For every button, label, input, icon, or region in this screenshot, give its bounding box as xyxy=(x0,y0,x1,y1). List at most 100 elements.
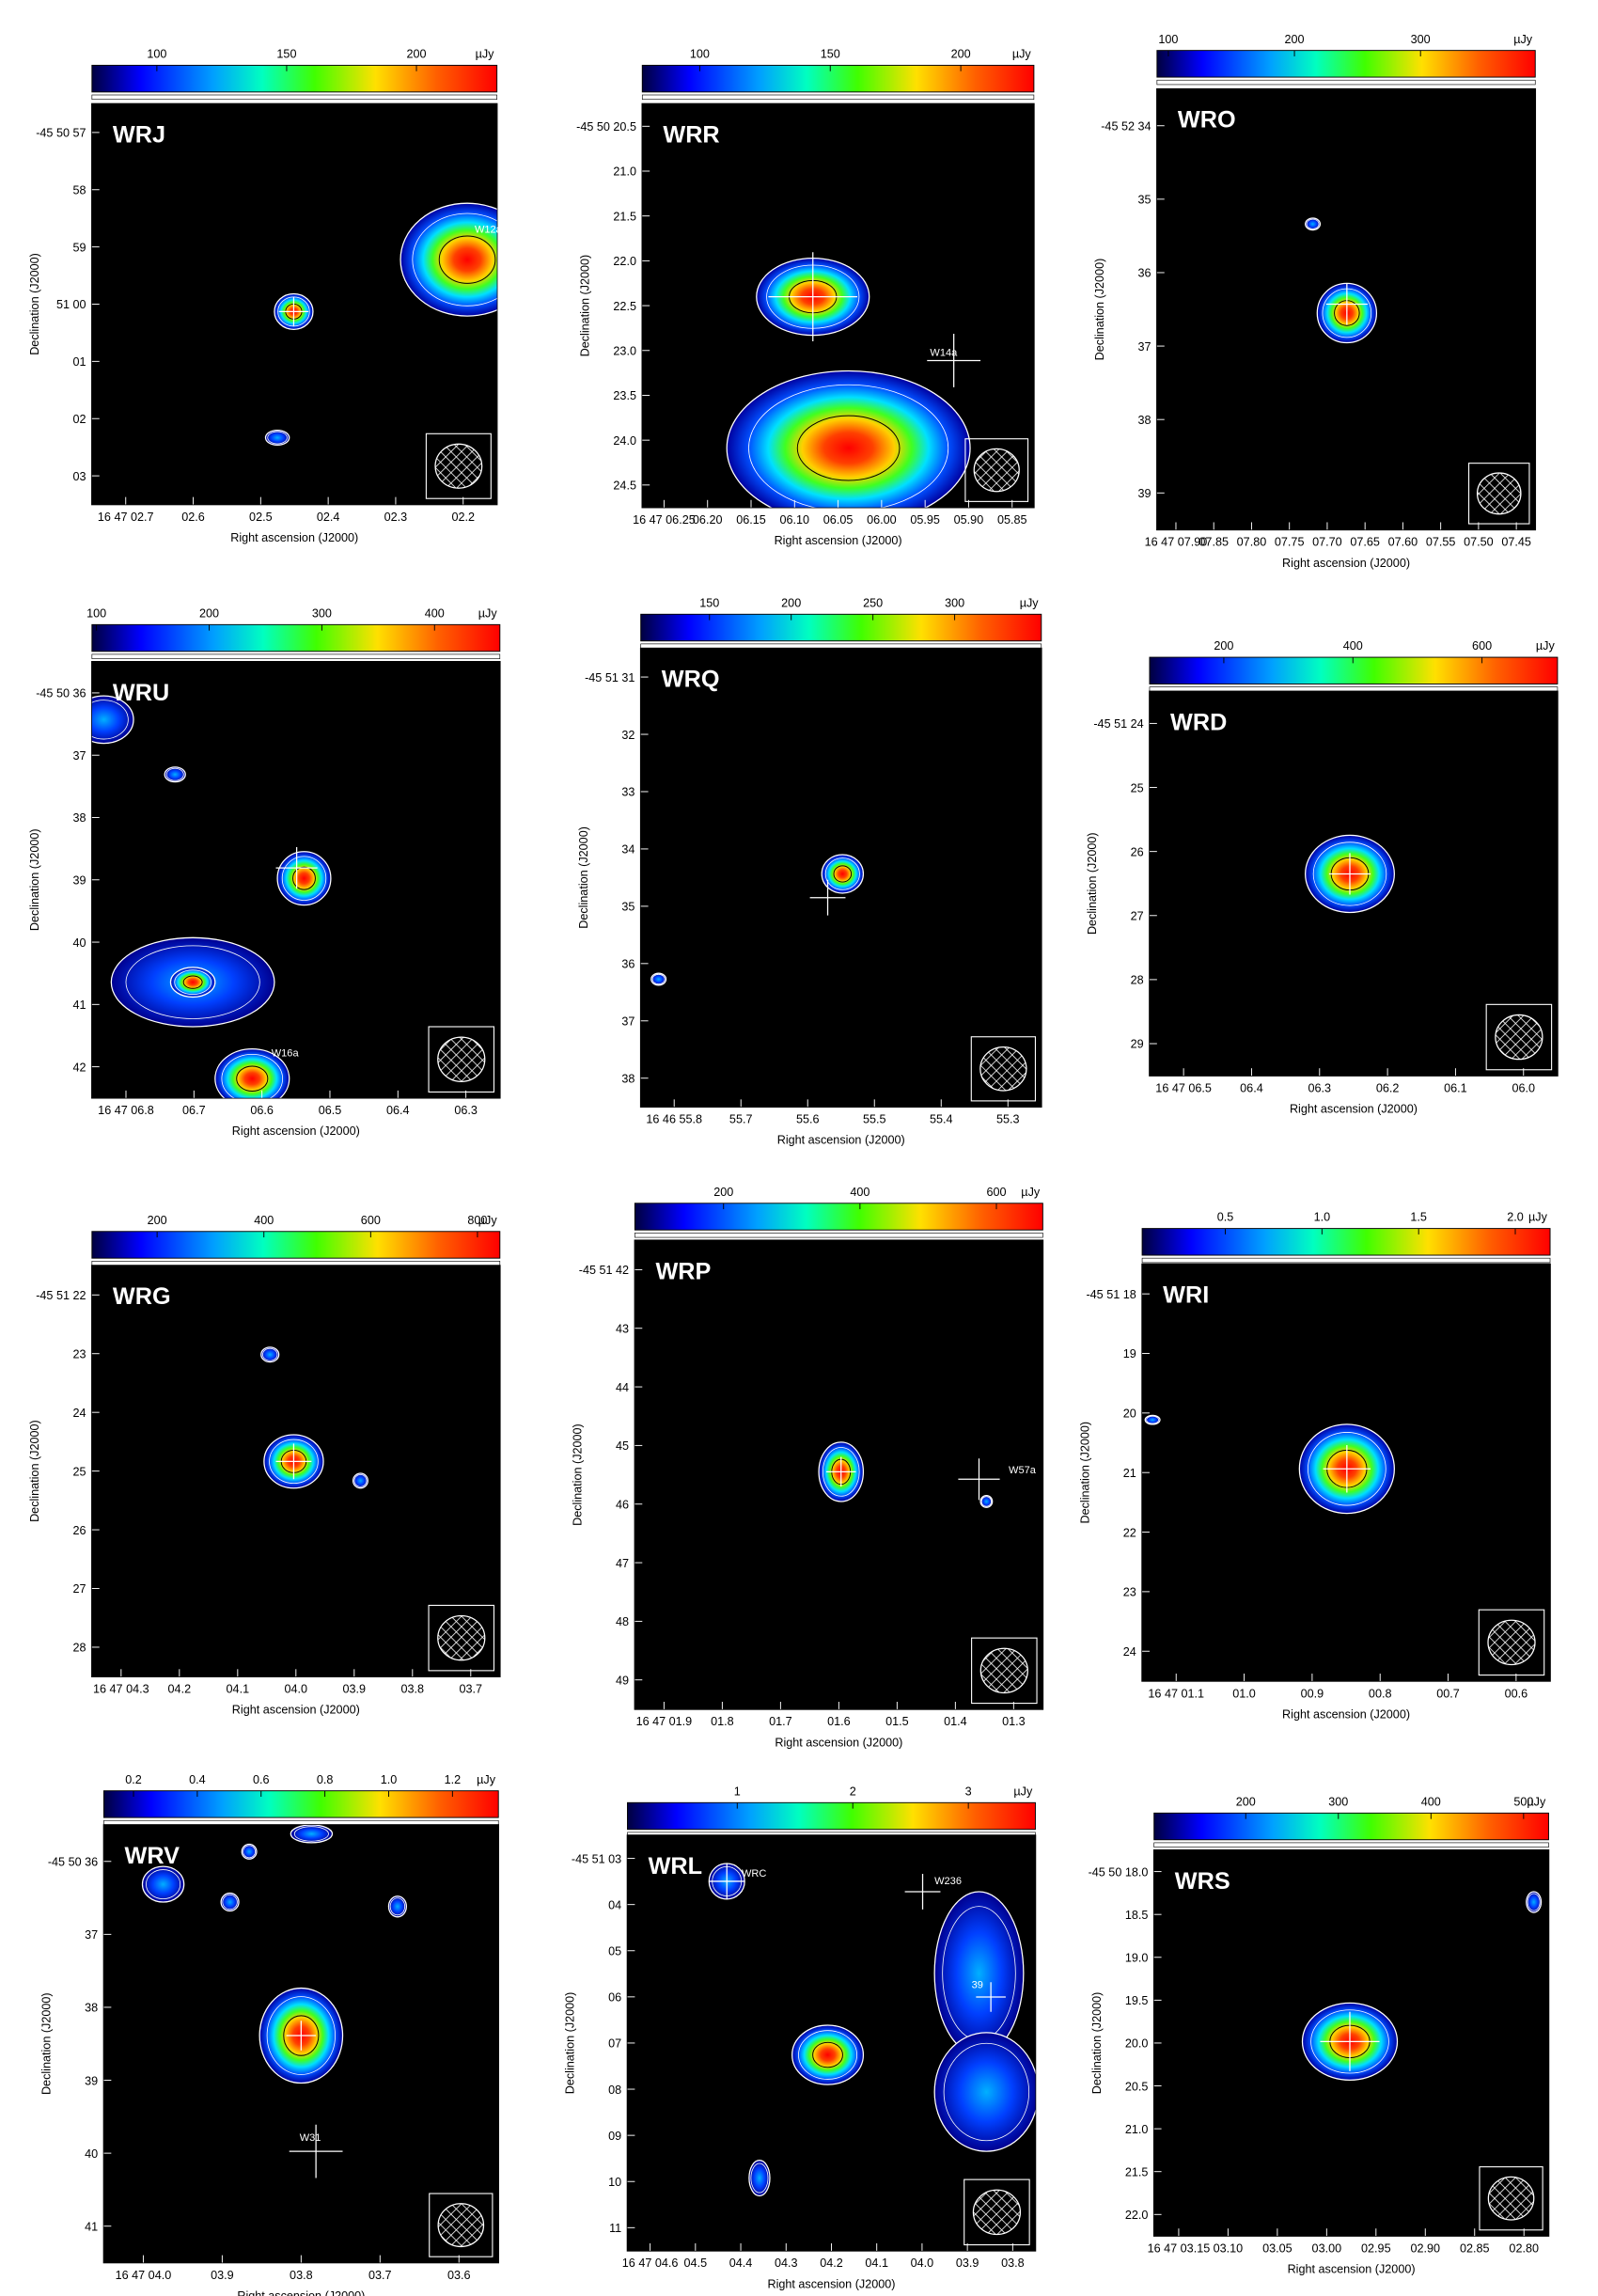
x-tick-label: 00.9 xyxy=(1301,1687,1324,1700)
y-tick-label: 23.5 xyxy=(613,389,636,402)
y-tick-label: 24.5 xyxy=(613,480,636,493)
y-tick-label: 36 xyxy=(1138,267,1152,280)
colorbar-tick-label: 100 xyxy=(690,48,710,61)
emission-blob xyxy=(242,1844,257,1860)
contour xyxy=(387,1895,408,1918)
colorbar-tick-label: 0.6 xyxy=(253,1773,270,1786)
x-tick-label: 16 47 01.1 xyxy=(1148,1687,1204,1700)
colorbar-tick-label: 150 xyxy=(276,48,296,61)
emission-blob xyxy=(934,2032,1036,2152)
contour xyxy=(110,936,275,1028)
x-tick-label: 16 46 55.8 xyxy=(646,1113,702,1126)
y-tick-label: 11 xyxy=(609,2222,621,2235)
colorbar-tick-label: 200 xyxy=(148,1214,167,1227)
x-axis-label: Right ascension (J2000) xyxy=(237,2289,365,2296)
y-tick-label: 47 xyxy=(616,1557,629,1570)
y-tick-label: 20 xyxy=(1123,1407,1136,1421)
map-panel: 100 150 200 µJy W14a WRR -45 50 20.5 21.0 21.5 22… xyxy=(576,48,1035,547)
beam-box xyxy=(964,2178,1030,2246)
x-tick-label: 06.3 xyxy=(454,1104,478,1117)
colorbar xyxy=(91,623,501,653)
contour xyxy=(1308,1432,1386,1506)
colorbar-tick-label: 100 xyxy=(1158,33,1178,46)
y-axis-label: Declination (J2000) xyxy=(577,826,590,929)
x-tick-label: 16 47 01.9 xyxy=(636,1715,693,1728)
contour xyxy=(1305,217,1322,231)
y-tick-label: 18.5 xyxy=(1125,1909,1149,1922)
panel-title: WRO xyxy=(1178,107,1236,134)
beam xyxy=(973,448,1020,493)
x-axis-label: Right ascension (J2000) xyxy=(1288,2263,1416,2276)
y-tick-label: 39 xyxy=(72,874,86,888)
y-tick-label: 35 xyxy=(621,901,634,914)
x-tick-label: 07.80 xyxy=(1237,536,1267,549)
y-tick-label: 38 xyxy=(72,811,86,825)
contour xyxy=(1301,2002,1399,2082)
colorbar-tick-label: 500 xyxy=(1513,1795,1533,1808)
contour xyxy=(91,695,134,745)
x-tick-label: 16 47 04.6 xyxy=(622,2257,679,2270)
contour xyxy=(290,1824,334,1844)
x-tick-label: 55.5 xyxy=(863,1113,886,1126)
colorbar-separator xyxy=(634,1233,1043,1238)
y-tick-label: 21 xyxy=(1123,1467,1136,1480)
colorbar xyxy=(91,1231,501,1259)
y-tick-label: 39 xyxy=(85,2074,98,2087)
colorbar-separator xyxy=(91,94,497,101)
emission-blob xyxy=(791,2025,864,2085)
colorbar-tick-label: 300 xyxy=(312,606,332,620)
colorbar-unit: µJy xyxy=(478,1214,498,1227)
emission-blob xyxy=(1145,1415,1161,1424)
y-tick-label: 22.0 xyxy=(1125,2209,1149,2222)
colorbar-tick-label: 200 xyxy=(951,48,971,61)
colorbar-tick-label: 1 xyxy=(734,1785,741,1798)
colorbar-tick-label: 250 xyxy=(863,596,883,609)
contour xyxy=(1527,1893,1541,1911)
x-tick-label: 04.5 xyxy=(684,2257,708,2270)
y-tick-label: 35 xyxy=(1138,194,1152,207)
emission-blob xyxy=(388,1895,407,1917)
y-tick-label: 02 xyxy=(72,413,86,426)
emission-blob xyxy=(822,854,864,893)
contour xyxy=(750,2162,769,2194)
contour xyxy=(1306,218,1320,229)
contour xyxy=(169,967,216,999)
contour xyxy=(293,1826,329,1842)
colorbar-unit: µJy xyxy=(478,606,498,620)
y-tick-label: 37 xyxy=(85,1928,98,1942)
beam-box xyxy=(428,1026,495,1093)
contour xyxy=(276,851,332,906)
y-tick-label: 21.5 xyxy=(613,210,636,223)
position-cross xyxy=(927,334,981,387)
x-axis-label: Right ascension (J2000) xyxy=(767,2277,895,2290)
position-cross xyxy=(275,847,318,889)
colorbar xyxy=(1149,656,1559,684)
beam xyxy=(434,443,483,489)
beam xyxy=(979,1647,1028,1694)
x-tick-label: 06.4 xyxy=(1240,1081,1263,1094)
annotation: 39 xyxy=(972,1980,983,1991)
position-cross xyxy=(1328,853,1371,895)
x-tick-label: 06.15 xyxy=(736,513,766,527)
colorbar-tick-label: 400 xyxy=(425,606,445,620)
annotation: W31 xyxy=(300,2132,321,2144)
panel-title: WRU xyxy=(113,680,169,706)
y-axis-label: Declination (J2000) xyxy=(1090,1992,1104,2095)
map-content xyxy=(1305,217,1378,344)
y-tick-label: 21.5 xyxy=(1125,2165,1149,2178)
y-tick-label: 21.0 xyxy=(1125,2123,1149,2136)
contour xyxy=(264,429,290,447)
colorbar-unit: µJy xyxy=(1528,1211,1548,1224)
panel-title: WRP xyxy=(655,1258,711,1284)
contour xyxy=(262,1347,278,1361)
y-tick-label: -45 51 24 xyxy=(1093,717,1143,731)
x-tick-label: 06.00 xyxy=(867,513,897,527)
contour xyxy=(146,1869,181,1900)
contour xyxy=(353,1474,368,1487)
colorbar-unit: µJy xyxy=(477,1773,496,1786)
y-tick-label: 37 xyxy=(621,1015,634,1029)
x-tick-label: 02.85 xyxy=(1460,2241,1490,2255)
x-tick-label: 16 47 06.25 xyxy=(633,513,696,527)
panel-title: WRL xyxy=(649,1853,702,1879)
map-panel: 0.5 1.0 1.5 2.0 µJy WRI -45 51 18 19 20 21 22 23 24 1… xyxy=(1078,1211,1551,1721)
